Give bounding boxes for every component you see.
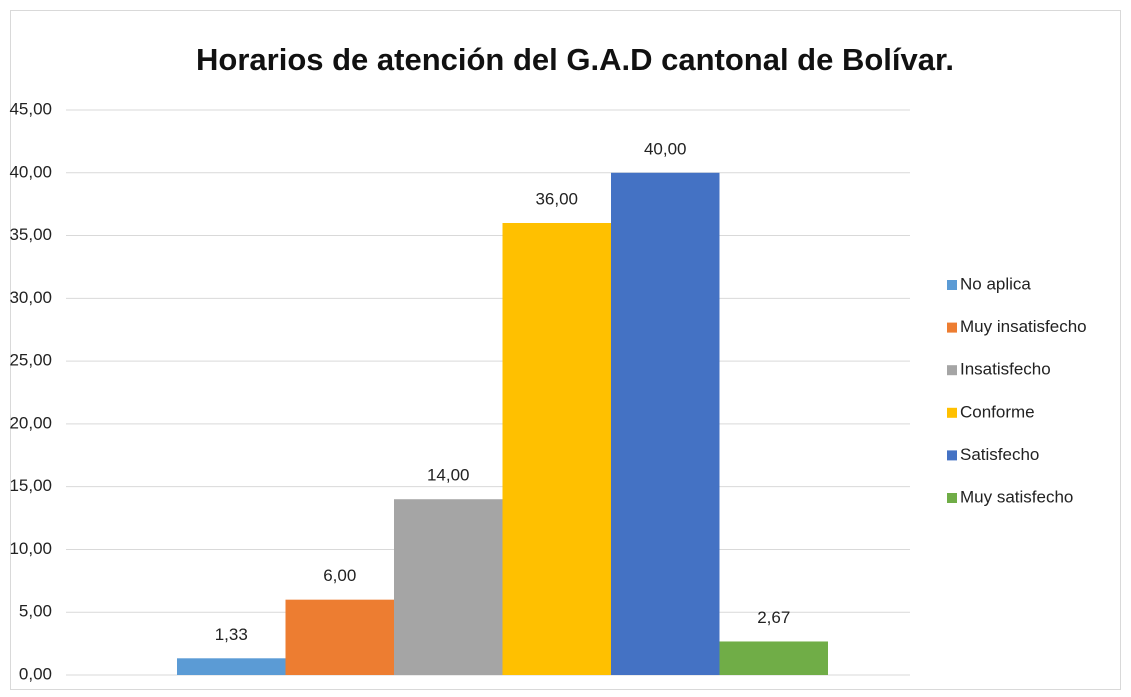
y-tick-label: 35,00 <box>9 225 52 244</box>
data-label: 36,00 <box>535 189 578 208</box>
data-label: 6,00 <box>323 566 356 585</box>
legend-label: No aplica <box>960 274 1031 293</box>
legend-swatch <box>947 365 957 376</box>
data-label: 40,00 <box>644 139 687 158</box>
y-tick-label: 15,00 <box>9 476 52 495</box>
chart-title: Horarios de atención del G.A.D cantonal … <box>196 42 954 77</box>
bar <box>177 658 286 675</box>
bar <box>502 223 611 675</box>
y-tick-label: 40,00 <box>9 162 52 181</box>
y-tick-label: 25,00 <box>9 351 52 370</box>
legend-swatch <box>947 450 957 461</box>
y-tick-label: 20,00 <box>9 413 52 432</box>
legend-label: Muy insatisfecho <box>960 317 1087 336</box>
y-tick-label: 0,00 <box>19 664 52 683</box>
data-label: 2,67 <box>757 608 790 627</box>
legend-label: Insatisfecho <box>960 360 1051 379</box>
bar <box>394 499 503 675</box>
y-tick-label: 30,00 <box>9 288 52 307</box>
y-tick-label: 45,00 <box>9 99 52 118</box>
legend-label: Muy satisfecho <box>960 487 1073 506</box>
legend-swatch <box>947 493 957 503</box>
bar <box>611 172 720 675</box>
legend-swatch <box>947 280 957 290</box>
y-tick-label: 10,00 <box>9 539 52 558</box>
bar <box>719 641 828 675</box>
data-label: 14,00 <box>427 466 470 485</box>
legend-swatch <box>947 322 957 333</box>
bar <box>285 599 394 675</box>
legend-label: Satisfecho <box>960 445 1039 464</box>
legend-swatch <box>947 407 957 418</box>
data-label: 1,33 <box>215 625 248 644</box>
legend-label: Conforme <box>960 402 1035 421</box>
y-tick-label: 5,00 <box>19 602 52 621</box>
